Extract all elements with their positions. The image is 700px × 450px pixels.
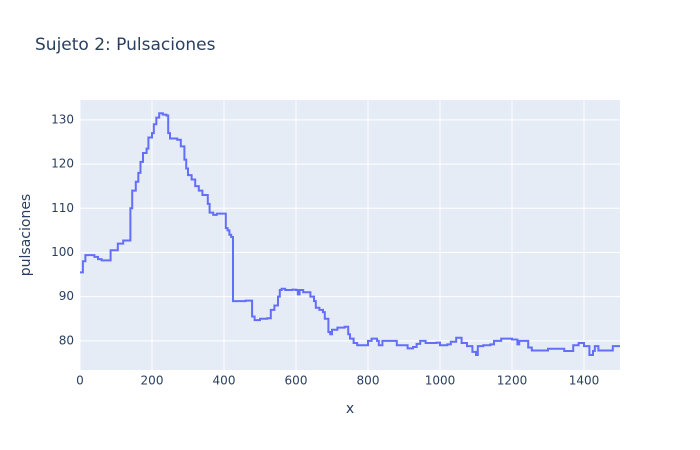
y-tick-label: 130 — [51, 112, 74, 126]
y-tick-label: 90 — [59, 289, 74, 303]
y-tick-label: 110 — [51, 201, 74, 215]
y-tick-label: 80 — [59, 333, 74, 347]
y-axis-label: pulsaciones — [18, 194, 34, 276]
x-tick-label: 600 — [285, 374, 308, 388]
x-tick-label: 200 — [141, 374, 164, 388]
y-tick-label: 100 — [51, 245, 74, 259]
x-axis-label: x — [346, 401, 354, 417]
plot-area — [80, 100, 620, 370]
data-line — [80, 112, 620, 356]
x-tick-label: 1400 — [569, 374, 600, 388]
x-tick-label: 800 — [357, 374, 380, 388]
x-tick-label: 0 — [76, 374, 84, 388]
x-tick-label: 400 — [213, 374, 236, 388]
x-tick-label: 1000 — [425, 374, 456, 388]
y-tick-label: 120 — [51, 157, 74, 171]
chart-title: Sujeto 2: Pulsaciones — [35, 35, 216, 55]
x-tick-label: 1200 — [497, 374, 528, 388]
